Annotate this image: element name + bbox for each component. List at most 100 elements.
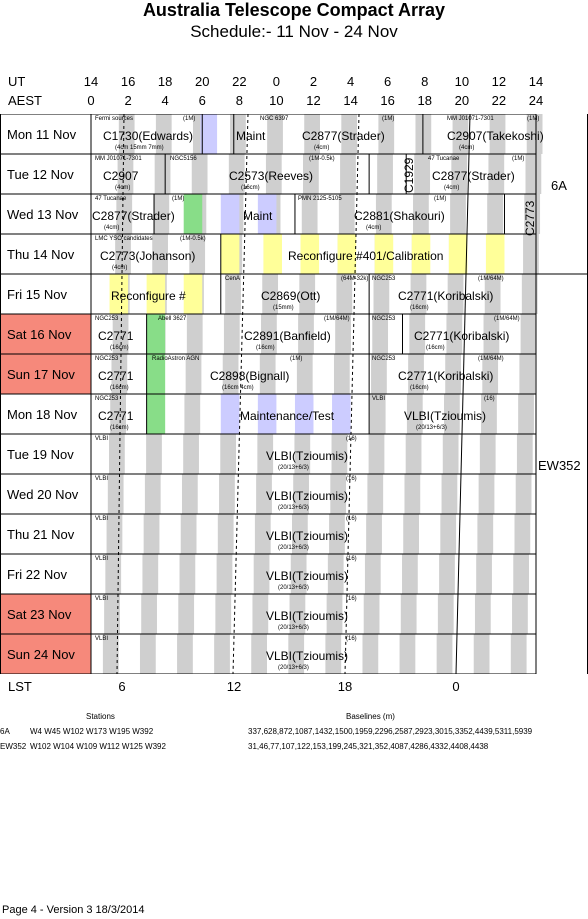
time-stripe — [512, 594, 528, 634]
block-label: VLBI(Tzioumis) — [266, 649, 349, 663]
block-source: NGC253 — [372, 316, 396, 322]
block-source: 47 Tucanae — [428, 156, 460, 162]
time-stripe — [252, 594, 269, 634]
time-stripe — [288, 634, 305, 674]
time-stripe — [105, 554, 122, 594]
weekend-cell — [0, 594, 91, 634]
time-stripe — [368, 434, 385, 474]
block-note: (64M-32k) — [341, 276, 369, 282]
ut-tick-label: 0 — [272, 74, 281, 89]
block-source: MM J01071-7301 — [95, 156, 142, 162]
day-label: Tue 12 Nov — [7, 166, 74, 182]
time-stripe — [191, 154, 208, 194]
time-stripe — [377, 154, 393, 194]
time-stripe — [146, 434, 162, 474]
block-source: NGC 6397 — [260, 116, 289, 122]
block-band: (4cm 15mm 7mm) — [115, 145, 164, 151]
day-label: Thu 21 Nov — [7, 526, 75, 542]
aest-tick-label: 6 — [198, 93, 206, 108]
block-label: C2907 — [103, 169, 139, 183]
block-note: (1M/64M) — [478, 356, 504, 362]
day-label: Mon 18 Nov — [7, 406, 78, 422]
time-stripe — [440, 514, 457, 554]
block-label: C2771 — [98, 369, 134, 383]
time-stripe — [178, 594, 195, 634]
weekend-cell — [0, 354, 91, 394]
time-stripe — [265, 154, 282, 194]
colored-cell — [448, 234, 468, 274]
time-stripe — [111, 354, 128, 394]
time-stripe — [143, 514, 160, 554]
time-stripe — [186, 314, 203, 354]
block-note: (1M) — [527, 116, 540, 122]
time-stripe — [446, 314, 463, 354]
time-stripe — [139, 634, 156, 674]
time-stripe — [333, 354, 350, 394]
colored-cell — [374, 234, 394, 274]
time-stripe — [183, 434, 199, 474]
block-source: CenA — [225, 276, 241, 282]
day-label: Tue 19 Nov — [7, 446, 74, 462]
time-stripe — [112, 314, 129, 354]
time-stripe — [521, 274, 538, 314]
block-band: (20/13+6/3) — [278, 465, 309, 471]
block-label: C2773 — [523, 200, 537, 236]
colored-cell — [220, 194, 240, 234]
block-note: (1M) — [290, 356, 303, 362]
block-label: Reconfigure #401/Calibration — [288, 249, 444, 263]
block-band: (16cm) — [410, 385, 429, 391]
block-band: (4cm) — [459, 145, 475, 151]
block-label: VLBI(Tzioumis) — [266, 529, 349, 543]
block-label: C2771 — [98, 329, 134, 343]
time-stripe — [299, 274, 316, 314]
colored-cell — [294, 394, 314, 434]
block-label: C2869(Ott) — [261, 289, 321, 303]
aest-tick-label: 22 — [491, 93, 507, 108]
time-stripe — [408, 354, 424, 394]
aest-tick-label: 10 — [269, 93, 284, 108]
time-stripe — [473, 634, 490, 674]
time-stripe — [154, 154, 171, 194]
block-label: C2898(Bignall) — [210, 369, 290, 383]
time-stripe — [451, 154, 468, 194]
block-note: (16) — [346, 596, 357, 602]
time-stripe — [362, 634, 379, 674]
block-source: NGC253 — [95, 316, 119, 322]
ut-tick-label: 14 — [528, 74, 544, 89]
time-stripe — [107, 474, 124, 514]
time-stripe — [180, 514, 197, 554]
block-source: NGC5156 — [170, 156, 197, 162]
colored-cell — [220, 394, 240, 434]
ut-tick-label: 22 — [232, 74, 247, 89]
block-label: C2881(Shakouri) — [354, 209, 445, 223]
block-label: Maint — [236, 129, 266, 143]
block-source: VLBI — [95, 596, 109, 602]
colored-cell — [257, 194, 277, 234]
time-stripe — [152, 234, 168, 274]
day-label: Wed 13 Nov — [7, 206, 79, 222]
weekend-cell — [0, 314, 91, 354]
block-band: (15mm) — [273, 305, 294, 311]
block-label: C2877(Strader) — [302, 129, 385, 143]
colored-cell — [257, 394, 277, 434]
block-band: (4cm) — [115, 185, 131, 191]
time-stripe — [141, 594, 157, 634]
block-label: VLBI(Tzioumis) — [266, 569, 349, 583]
time-stripe — [366, 514, 382, 554]
ut-tick-label: 8 — [421, 74, 429, 89]
time-stripe — [189, 234, 206, 274]
block-band: (16cm) — [110, 385, 129, 391]
block-source: VLBI — [95, 556, 109, 562]
block-label: VLBI(Tzioumis) — [266, 609, 349, 623]
block-band: (4cm) — [444, 185, 460, 191]
time-stripe — [144, 474, 161, 514]
block-label: C2573(Reeves) — [229, 169, 314, 183]
aest-label: AEST — [8, 93, 42, 108]
ut-tick-label: 12 — [491, 74, 507, 89]
block-band: (4cm) — [366, 225, 382, 231]
colored-cell — [146, 314, 166, 354]
time-stripe — [102, 634, 119, 674]
time-stripe — [514, 514, 531, 554]
aest-tick-label: 2 — [124, 93, 132, 108]
block-band: (16cm 4cm) — [222, 385, 254, 391]
